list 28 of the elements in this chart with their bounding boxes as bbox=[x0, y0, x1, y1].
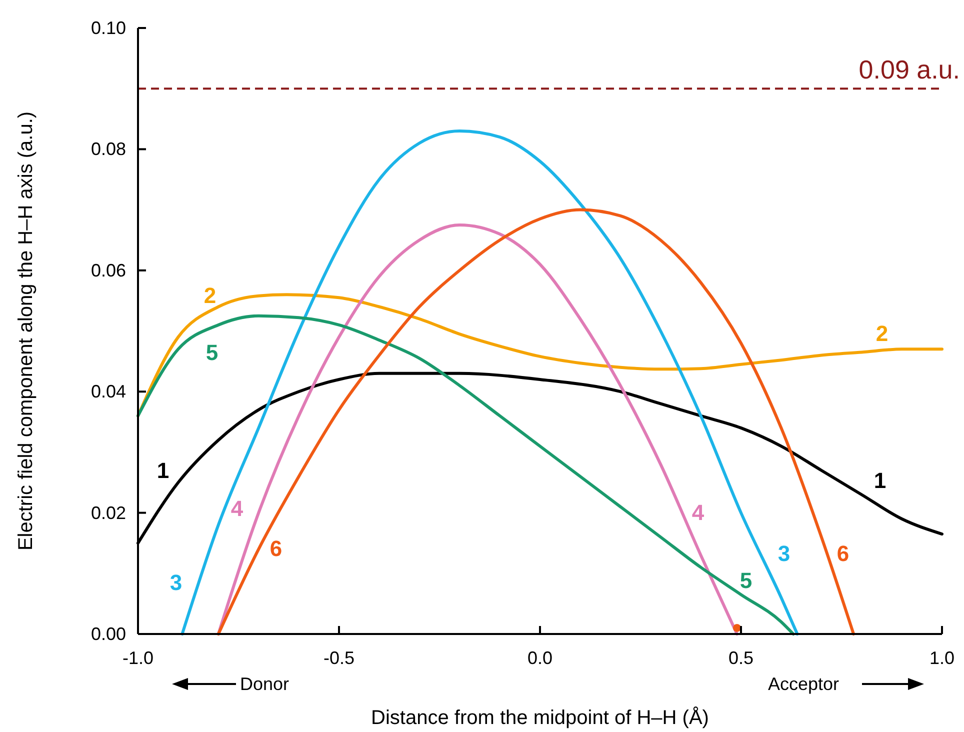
y-tick-label: 0.10 bbox=[90, 18, 126, 38]
series-label: 2 bbox=[204, 283, 216, 308]
x-tick-label: 0.5 bbox=[728, 648, 754, 668]
text: 1 bbox=[874, 468, 886, 493]
series-label: 6 bbox=[270, 536, 282, 561]
text: 6 bbox=[836, 541, 850, 566]
text: 3 bbox=[170, 570, 182, 595]
series-label: 3 bbox=[778, 541, 790, 566]
x-tick-label: -0.5 bbox=[323, 648, 355, 668]
text: 5 bbox=[206, 340, 218, 365]
text: 4 bbox=[230, 496, 244, 521]
y-tick-label: 0.02 bbox=[90, 502, 126, 523]
text: 2 bbox=[876, 321, 888, 346]
x-tick-label: -1.0 bbox=[122, 648, 154, 668]
series-label: 4 bbox=[692, 500, 705, 525]
ref-line-label: 0.09 a.u. bbox=[858, 54, 960, 85]
series-label: 5 bbox=[740, 568, 752, 593]
x-tick-label: 1.0 bbox=[929, 648, 955, 668]
x-tick-label: 0.0 bbox=[527, 648, 553, 668]
y-tick-label: 0.06 bbox=[90, 260, 126, 280]
text: Acceptor bbox=[768, 674, 840, 694]
series-label: 1 bbox=[156, 458, 170, 483]
y-tick-label: 0.08 bbox=[90, 139, 126, 160]
y-tick-label: 0.04 bbox=[90, 382, 126, 402]
text: Donor bbox=[240, 674, 290, 694]
y-axis-title: Electric field component along the H–H axis (a.u.) bbox=[15, 111, 37, 551]
x-axis-title: Distance from the midpoint of H–H (Å) bbox=[371, 706, 709, 729]
y-tick-label: 0.00 bbox=[90, 624, 126, 644]
